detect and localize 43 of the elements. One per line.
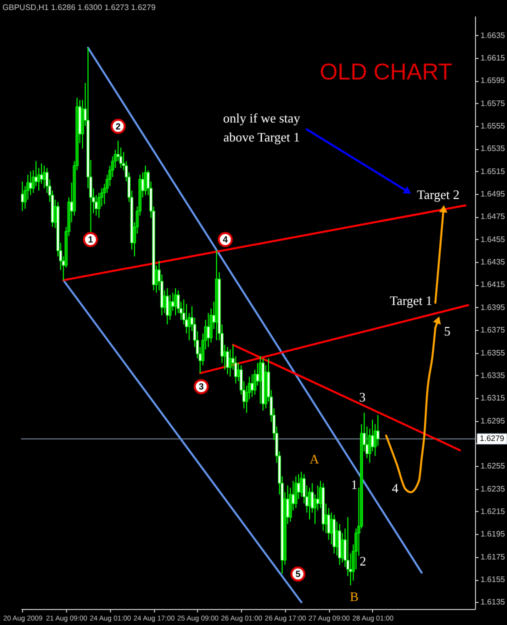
y-tick-label: 1.6495 — [480, 190, 506, 199]
y-tick-label: 1.6475 — [480, 212, 506, 222]
y-tick-label: 1.6315 — [480, 394, 506, 403]
y-tick-label: 1.6615 — [480, 53, 506, 62]
y-tick-label: 1.6235 — [480, 484, 506, 494]
annotation: 3 — [198, 382, 204, 392]
ref-line-label: 1.6279 — [480, 434, 505, 443]
y-tick-label: 1.6575 — [480, 98, 506, 108]
annotation: 1 — [350, 477, 358, 492]
y-tick-label: 1.6215 — [480, 506, 506, 516]
y-tick-label: 1.6535 — [480, 144, 506, 154]
y-tick-label: 1.6175 — [480, 552, 506, 562]
y-tick-label: 1.6395 — [480, 302, 506, 312]
y-tick-label: 1.6135 — [480, 598, 506, 607]
annotation: Target 1 — [390, 293, 432, 308]
y-tick-label: 1.6555 — [480, 121, 506, 130]
y-tick-label: 1.6255 — [480, 462, 506, 471]
y-tick-label: 1.6595 — [480, 76, 506, 86]
annotation: B — [350, 589, 359, 604]
annotation: OLD CHART — [320, 58, 452, 84]
y-tick-label: 1.6515 — [480, 166, 506, 176]
y-tick-label: 1.6455 — [480, 234, 506, 244]
y-tick-label: 1.6355 — [480, 348, 506, 358]
annotation: A — [310, 452, 320, 467]
y-tick-label: 1.6335 — [480, 370, 506, 380]
y-tick-label: 1.6375 — [480, 326, 506, 335]
annotation: 3 — [359, 389, 366, 404]
y-tick-label: 1.6195 — [480, 530, 506, 539]
annotation: only if we stay above Target 1 — [223, 110, 301, 145]
annotation: 2 — [116, 121, 121, 132]
y-tick-label: 1.6635 — [480, 30, 506, 40]
annotation: 2 — [360, 554, 366, 569]
annotation: 5 — [295, 569, 300, 580]
annotation: 1 — [88, 234, 93, 245]
y-tick-label: 1.6295 — [480, 416, 506, 426]
annotation: 4 — [392, 480, 399, 496]
y-tick-label: 1.6155 — [480, 575, 506, 584]
annotation: Target 2 — [416, 187, 460, 202]
chart-title: GBPUSD,H1 1.6286 1.6300 1.6273 1.6279 — [2, 3, 156, 12]
y-tick-label: 1.6435 — [480, 258, 506, 267]
annotation: 4 — [222, 234, 228, 245]
y-tick-label: 1.6415 — [480, 280, 506, 290]
annotation: 5 — [444, 323, 451, 338]
